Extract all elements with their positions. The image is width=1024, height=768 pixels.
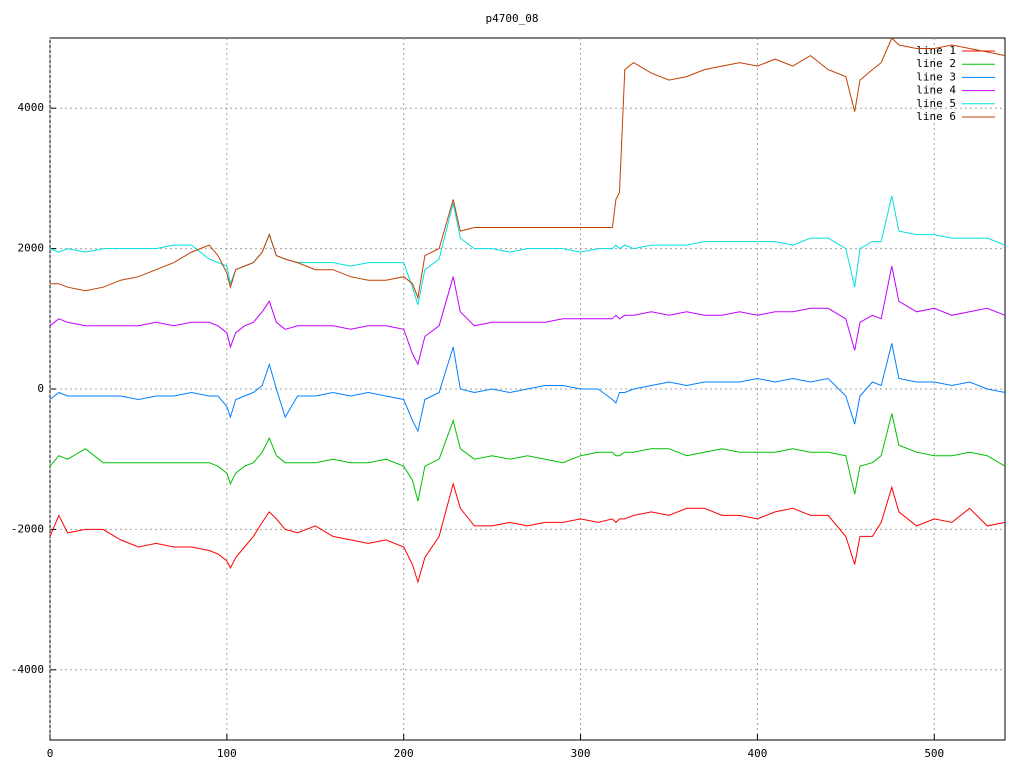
legend-label: line 3 — [916, 70, 956, 83]
legend-label: line 4 — [916, 84, 956, 97]
y-tick-label: -4000 — [11, 663, 44, 676]
series-line — [49, 343, 1006, 433]
y-tick-label: 2000 — [18, 242, 45, 255]
chart-title: p4700_08 — [486, 12, 539, 25]
x-tick-label: 500 — [924, 747, 944, 760]
x-tick-label: 0 — [47, 747, 54, 760]
series-line — [49, 413, 1006, 502]
x-tick-label: 100 — [217, 747, 237, 760]
series-line — [49, 266, 1006, 366]
series-line — [50, 37, 1006, 300]
legend-label: line 2 — [916, 57, 956, 70]
series-line — [49, 481, 1006, 584]
y-tick-label: 4000 — [18, 101, 45, 114]
y-tick-label: 0 — [37, 382, 44, 395]
x-tick-label: 300 — [571, 747, 591, 760]
y-tick-label: -2000 — [11, 522, 44, 535]
x-tick-label: 400 — [747, 747, 767, 760]
legend-label: line 1 — [916, 44, 956, 57]
series-line — [49, 195, 1006, 305]
legend-label: line 5 — [916, 97, 956, 110]
x-tick-label: 200 — [394, 747, 414, 760]
legend-label: line 6 — [916, 110, 956, 123]
